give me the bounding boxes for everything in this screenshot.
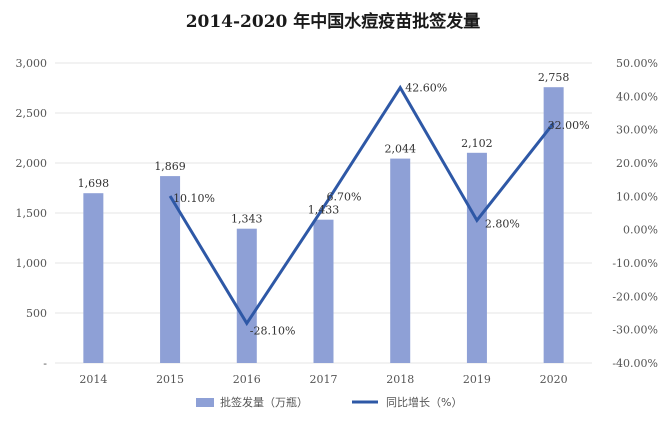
growth-value-label: -28.10% [250, 324, 296, 337]
bar-series [83, 87, 564, 363]
growth-value-label: 10.10% [173, 192, 215, 205]
left-y-tick-label: 1,000 [16, 257, 48, 270]
x-tick-label: 2020 [540, 373, 568, 386]
left-y-tick-label: 3,000 [16, 57, 48, 70]
bar-value-label: 2,102 [461, 137, 493, 150]
bar [313, 219, 334, 363]
right-y-tick-label: 20.00% [616, 157, 658, 170]
left-y-tick-label: 2,500 [16, 107, 48, 120]
bar-value-label: 2,044 [384, 143, 416, 156]
left-y-tick-label: 500 [26, 307, 47, 320]
x-tick-label: 2017 [310, 373, 338, 386]
legend: 批签发量（万瓶） 同比增长（%） [196, 395, 462, 409]
right-y-tick-label: 50.00% [616, 57, 658, 70]
x-tick-label: 2015 [156, 373, 184, 386]
left-y-tick-label: 1,500 [16, 207, 48, 220]
chart-title: 2014-2020 年中国水痘疫苗批签发量 [186, 11, 481, 32]
legend-bar-label: 批签发量（万瓶） [220, 395, 308, 409]
left-y-tick-label: 2,000 [16, 157, 48, 170]
bar-value-label: 1,343 [231, 213, 263, 226]
bar-value-label: 1,433 [308, 204, 340, 217]
bar-value-label: 1,869 [154, 160, 186, 173]
growth-value-label: 2.80% [485, 217, 520, 230]
right-y-tick-label: 40.00% [616, 90, 658, 103]
right-y-tick-label: 30.00% [616, 124, 658, 137]
legend-line-label: 同比增长（%） [386, 395, 462, 409]
right-y-tick-label: -30.00% [612, 324, 658, 337]
growth-value-label: 32.00% [548, 119, 590, 132]
growth-value-label: 42.60% [405, 82, 447, 95]
bar [390, 158, 411, 363]
right-y-tick-label: 10.00% [616, 190, 658, 203]
growth-value-label: 6.70% [327, 190, 362, 203]
growth-line [168, 84, 555, 327]
axis-ticks: - 500 1,000 1,500 2,000 2,500 3,000 -40.00% -30.… [16, 57, 659, 386]
right-y-tick-label: -20.00% [612, 290, 658, 303]
legend-bar-swatch [196, 398, 214, 407]
bar [160, 176, 181, 363]
left-y-tick-label: - [43, 357, 47, 370]
x-tick-label: 2019 [463, 373, 491, 386]
bar [236, 228, 257, 363]
bar [83, 193, 104, 363]
x-tick-label: 2018 [386, 373, 414, 386]
data-labels: 1,698 1,869 1,343 1,433 2,044 2,102 2,758 10.10… [78, 71, 590, 337]
right-y-tick-label: -40.00% [612, 357, 658, 370]
line-series [168, 84, 555, 327]
right-y-tick-label: 0.00% [623, 224, 658, 237]
bar-value-label: 2,758 [538, 71, 570, 84]
x-tick-label: 2014 [79, 373, 107, 386]
bar [466, 152, 487, 363]
bar-value-label: 1,698 [78, 177, 110, 190]
right-y-tick-label: -10.00% [612, 257, 658, 270]
bar [543, 87, 564, 363]
x-tick-label: 2016 [233, 373, 261, 386]
